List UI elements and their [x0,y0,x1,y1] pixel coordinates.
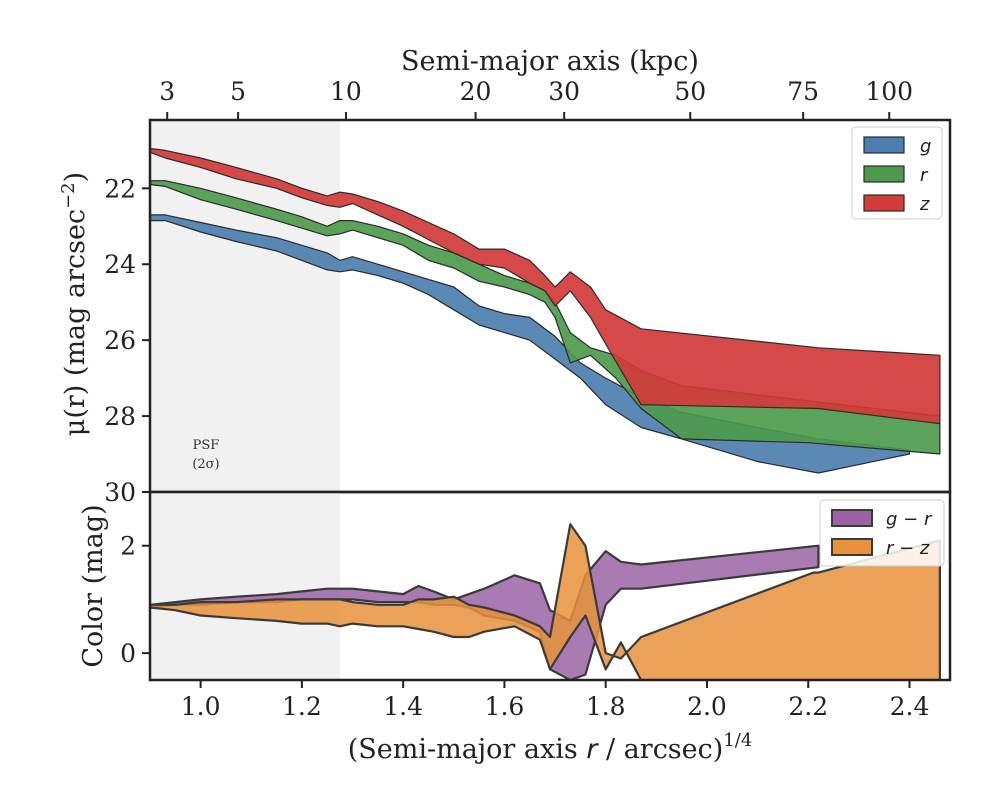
x-tick-label: 1.0 [181,692,221,721]
band-g [149,214,911,474]
y-tick-label: 22 [104,174,136,203]
psf-sigma-label: (2σ) [192,457,219,472]
psf-shaded-region [150,120,340,492]
legend-label-g: g [920,136,931,157]
x-title-var: r [586,734,599,765]
top-axis-title: Semi-major axis (kpc) [401,46,699,77]
surface-brightness-panel: PSF (2σ) 22 24 26 28 30 3 5 10 20 30 50 75 100 grz [104,77,952,507]
color-series [150,523,941,680]
y-tick-label: 24 [104,250,136,279]
color-legend-swatch [831,509,873,527]
color-panel: 0 2 1.0 1.2 1.4 1.6 1.8 2.0 2.2 2.4 g − r r − z [120,490,952,721]
color-y-tick-label: 2 [120,532,136,561]
kpc-tick-label: 20 [460,77,492,106]
color-legend-label: g − r [886,509,933,530]
x-tick-label: 1.6 [485,692,525,721]
color-legend-swatch [831,538,873,556]
x-tick-label: 1.8 [586,692,626,721]
color-legend-label: r − z [886,538,930,559]
band-z [149,147,941,425]
kpc-tick-label: 5 [230,77,246,106]
y-tick-label: 26 [104,326,136,355]
x-tick-label: 1.2 [282,692,322,721]
legend-swatch-z [863,194,905,212]
y-tick-label: 30 [104,478,136,507]
mu-title-sup: −2 [58,182,79,209]
surface-brightness-ticks: 22 24 26 28 30 [104,174,150,507]
surface-brightness-axis-title: μ(r) (mag arcsec−2) [58,172,91,436]
color-frame [148,490,952,682]
kpc-tick-label: 50 [674,77,706,106]
color-band-r-z [150,523,941,680]
legend-label-r: r [920,165,929,186]
x-title-sup: 1/4 [723,730,752,751]
x-tick-label: 1.4 [383,692,423,721]
kpc-axis-ticks: 3 5 10 20 30 50 75 100 [159,77,913,120]
kpc-tick-label: 10 [330,77,362,106]
x-tick-label: 2.2 [788,692,828,721]
psf-shaded-region-color [150,492,340,680]
band-r [149,180,941,455]
kpc-tick-label: 100 [865,77,913,106]
legend-label-z: z [919,194,930,215]
x-title-post: / arcsec) [597,734,723,765]
psf-label: PSF [193,438,220,453]
color-legend: g − r r − z [819,499,945,567]
x-axis-title: (Semi-major axis r / arcsec)1/4 [348,730,753,765]
kpc-tick-label: 75 [787,77,819,106]
color-ticks: 0 2 1.0 1.2 1.4 1.6 1.8 2.0 2.2 2.4 [120,532,929,721]
color-y-tick-label: 0 [120,639,136,668]
legend-swatch-r [863,165,905,183]
x-title-pre: (Semi-major axis [348,734,587,765]
x-tick-label: 2.4 [890,692,930,721]
surface-brightness-series [149,147,941,474]
mu-title-end: ) [60,172,91,183]
x-tick-label: 2.0 [687,692,727,721]
mu-title-main: μ(r) (mag arcsec [60,209,91,436]
color-axis-title: Color (mag) [78,504,109,667]
legend-swatch-g [863,136,905,154]
y-tick-label: 28 [104,402,136,431]
band-legend: grz [851,126,943,220]
kpc-tick-label: 3 [159,77,175,106]
kpc-tick-label: 30 [548,77,580,106]
